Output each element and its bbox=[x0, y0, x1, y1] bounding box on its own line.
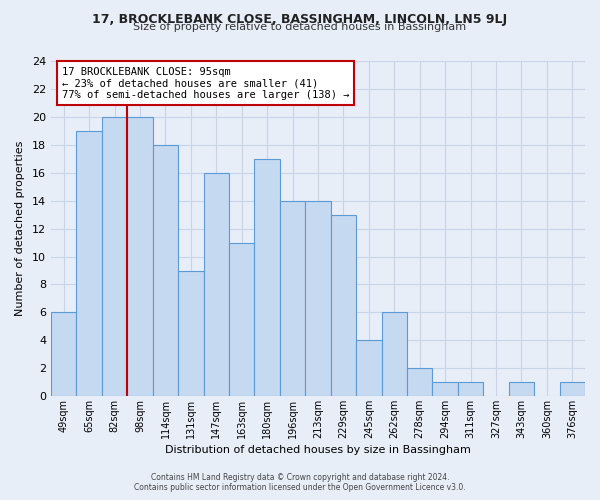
Text: 17, BROCKLEBANK CLOSE, BASSINGHAM, LINCOLN, LN5 9LJ: 17, BROCKLEBANK CLOSE, BASSINGHAM, LINCO… bbox=[92, 12, 508, 26]
Text: 17 BROCKLEBANK CLOSE: 95sqm
← 23% of detached houses are smaller (41)
77% of sem: 17 BROCKLEBANK CLOSE: 95sqm ← 23% of det… bbox=[62, 66, 349, 100]
Bar bbox=[356, 340, 382, 396]
Bar bbox=[127, 117, 153, 396]
Bar bbox=[153, 145, 178, 396]
Bar bbox=[382, 312, 407, 396]
Text: Size of property relative to detached houses in Bassingham: Size of property relative to detached ho… bbox=[133, 22, 467, 32]
Bar bbox=[280, 201, 305, 396]
Bar bbox=[178, 270, 203, 396]
Bar bbox=[331, 215, 356, 396]
Bar bbox=[560, 382, 585, 396]
Bar bbox=[102, 117, 127, 396]
Text: Contains HM Land Registry data © Crown copyright and database right 2024.
Contai: Contains HM Land Registry data © Crown c… bbox=[134, 473, 466, 492]
Bar bbox=[254, 159, 280, 396]
Bar bbox=[458, 382, 483, 396]
Bar bbox=[305, 201, 331, 396]
Bar bbox=[203, 173, 229, 396]
Y-axis label: Number of detached properties: Number of detached properties bbox=[15, 141, 25, 316]
Bar bbox=[51, 312, 76, 396]
Bar bbox=[407, 368, 433, 396]
Bar bbox=[229, 242, 254, 396]
Bar bbox=[433, 382, 458, 396]
X-axis label: Distribution of detached houses by size in Bassingham: Distribution of detached houses by size … bbox=[165, 445, 471, 455]
Bar bbox=[76, 131, 102, 396]
Bar bbox=[509, 382, 534, 396]
